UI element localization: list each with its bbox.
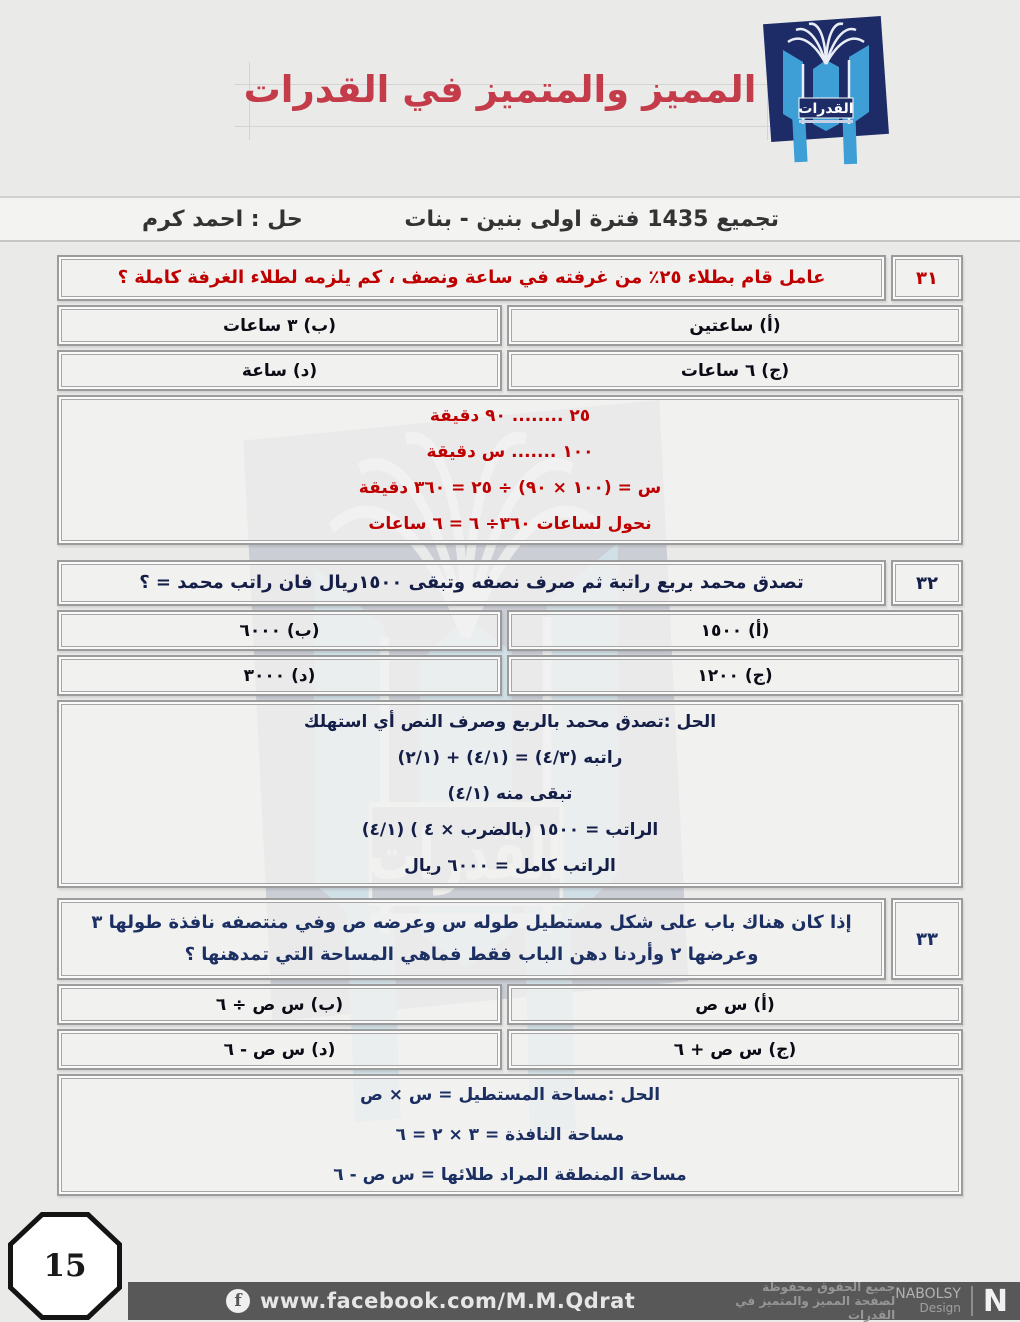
question-33-option-b: (ب) س ص ÷ ٦: [57, 984, 502, 1025]
question-33-text: إذا كان هناك باب على شكل مستطيل طوله س و…: [57, 898, 886, 980]
question-32-option-d: (د) ٣٠٠٠: [57, 655, 502, 696]
question-32-option-b: (ب) ٦٠٠٠: [57, 610, 502, 651]
question-31-options: (أ) ساعتين (ب) ٣ ساعات (ج) ٦ ساعات (د) س…: [57, 305, 963, 391]
question-block-32: ٣٢ تصدق محمد بربع راتبة ثم صرف نصفه وتبق…: [57, 560, 963, 888]
page-title: المميز والمتميز في القدرات: [243, 68, 757, 111]
book-logo-icon: [755, 12, 905, 172]
nabolsy-n-logo: N: [982, 1283, 1008, 1319]
question-31-option-a: (أ) ساعتين: [507, 305, 963, 346]
question-33-number: ٣٣: [891, 898, 963, 980]
solution-line: ٢٥ ........ ٩٠ دقيقة: [429, 406, 591, 426]
question-31-option-c: (ج) ٦ ساعات: [507, 350, 963, 391]
decorative-line: [767, 62, 768, 140]
question-32-option-a: (أ) ١٥٠٠: [507, 610, 963, 651]
question-33-option-c: (ج) س ص + ٦: [507, 1029, 963, 1070]
footer-facebook-link[interactable]: f www.facebook.com/M.M.Qdrat: [226, 1289, 635, 1313]
question-31-text: عامل قام بطلاء ٢٥٪ من غرفته في ساعة ونصف…: [57, 255, 886, 301]
question-32-options: (أ) ١٥٠٠ (ب) ٦٠٠٠ (ج) ١٢٠٠ (د) ٣٠٠٠: [57, 610, 963, 696]
solution-line: الراتب كامل = ٦٠٠٠ ريال: [404, 856, 616, 876]
question-32-solution: الحل :تصدق محمد بالربع وصرف النص أي استه…: [57, 700, 963, 888]
nabolsy-credit: NABOLSY Design N: [895, 1284, 1008, 1319]
designer-name: NABOLSY: [895, 1286, 961, 1302]
question-32-text: تصدق محمد بربع راتبة ثم صرف نصفه وتبقى ١…: [57, 560, 886, 606]
decorative-line: [235, 126, 780, 127]
designer-sub: Design: [919, 1301, 961, 1315]
collection-label: تجميع 1435 فترة اولى بنين - بنات: [404, 206, 779, 232]
question-33-option-a: (أ) س ص: [507, 984, 963, 1025]
solution-line: مساحة المنطقة المراد طلائها = س ص - ٦: [333, 1165, 687, 1185]
solution-line: س = (١٠٠ × ٩٠) ÷ ٢٥ = ٣٦٠ دقيقة: [358, 478, 662, 498]
solution-line: مساحة النافذة = ٣ × ٢ = ٦: [395, 1125, 625, 1145]
question-31-number: ٣١: [891, 255, 963, 301]
question-block-33: ٣٣ إذا كان هناك باب على شكل مستطيل طوله …: [57, 898, 963, 1196]
question-32-number: ٣٢: [891, 560, 963, 606]
brand-logo: [755, 12, 905, 180]
question-block-31: ٣١ عامل قام بطلاء ٢٥٪ من غرفته في ساعة و…: [57, 255, 963, 545]
question-33-option-d: (د) س ص - ٦: [57, 1029, 502, 1070]
subtitle-bar: تجميع 1435 فترة اولى بنين - بنات حل : اح…: [0, 196, 1020, 242]
facebook-icon: f: [226, 1289, 250, 1313]
page-number-badge: 15: [8, 1212, 122, 1320]
question-31-option-b: (ب) ٣ ساعات: [57, 305, 502, 346]
decorative-line: [235, 84, 780, 85]
question-31-solution: ٢٥ ........ ٩٠ دقيقة ١٠٠ ....... س دقيقة…: [57, 395, 963, 545]
footer-bar: f www.facebook.com/M.M.Qdrat جميع الحقوق…: [128, 1280, 1020, 1322]
page-number: 15: [43, 1248, 87, 1284]
question-33-options: (أ) س ص (ب) س ص ÷ ٦ (ج) س ص + ٦ (د) س ص …: [57, 984, 963, 1070]
facebook-url: www.facebook.com/M.M.Qdrat: [260, 1289, 636, 1313]
nabolsy-divider: [970, 1286, 973, 1316]
solution-line: (٤/١) الراتب = ١٥٠٠ (بالضرب × ٤ ): [361, 820, 659, 840]
question-32-option-c: (ج) ١٢٠٠: [507, 655, 963, 696]
solution-line: ١٠٠ ....... س دقيقة: [426, 442, 594, 462]
decorative-line: [249, 62, 250, 140]
solver-label: حل : احمد كرم: [142, 206, 303, 232]
solution-line: تبقى منه (٤/١): [447, 784, 573, 804]
copyright-text: جميع الحقوق محفوظة لصفحة المميز والمتميز…: [735, 1280, 896, 1322]
solution-line: الحل :مساحة المستطيل = س × ص: [359, 1085, 661, 1105]
question-31-option-d: (د) ساعة: [57, 350, 502, 391]
solution-line: نحول لساعات ٣٦٠÷ ٦ = ٦ ساعات: [368, 514, 652, 534]
solution-line: (٢/١) + (٤/١) = (٤/٣) راتبه: [397, 748, 623, 768]
solution-line: الحل :تصدق محمد بالربع وصرف النص أي استه…: [303, 712, 717, 732]
question-33-solution: الحل :مساحة المستطيل = س × ص مساحة الناف…: [57, 1074, 963, 1196]
